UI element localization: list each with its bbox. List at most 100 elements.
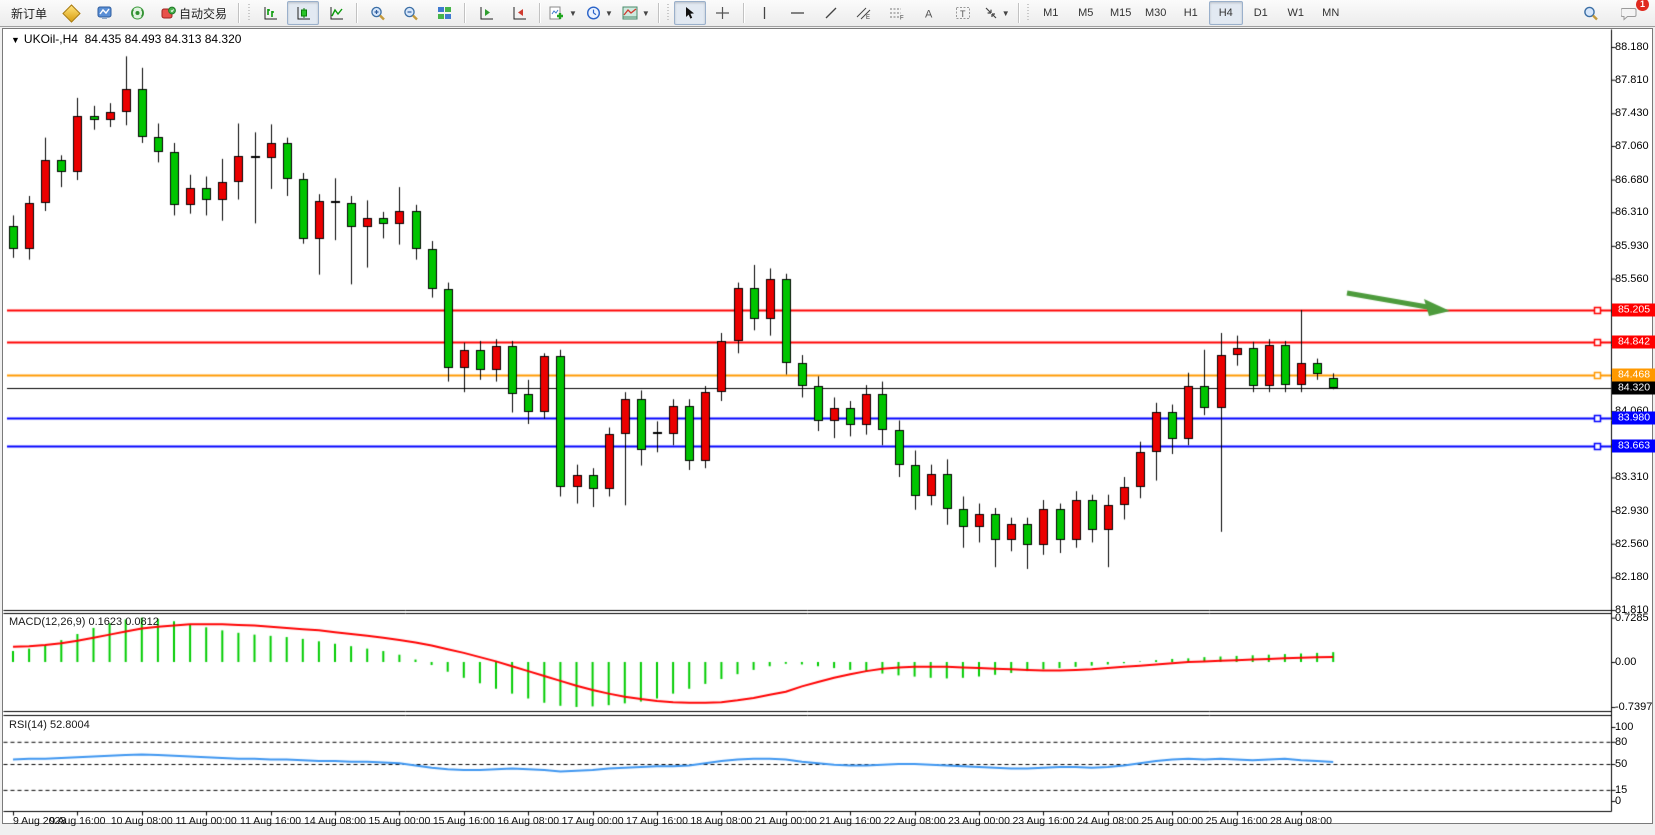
price-tick-label: 87.430: [1615, 107, 1649, 120]
zoom-in-icon: [370, 6, 386, 21]
current-price-price-tag: 84.320: [1612, 381, 1655, 395]
gold-ingot-icon: [61, 3, 81, 23]
crosshair-icon: [715, 6, 730, 20]
pivot-price-tag: 84.468: [1612, 368, 1655, 382]
time-axis-label: 14 Aug 08:00: [304, 815, 366, 827]
chat-bubble-icon: [1620, 6, 1638, 21]
time-axis-label: 15 Aug 00:00: [368, 815, 431, 827]
timeframe-m30-button[interactable]: M30: [1145, 7, 1167, 19]
notification-badge: 1: [1636, 0, 1649, 11]
timeframe-d1-button[interactable]: D1: [1253, 7, 1268, 19]
rsi-tick-label: 15: [1615, 783, 1628, 796]
chart-shift-icon: [512, 6, 527, 20]
trendline-tool-button[interactable]: [815, 1, 847, 25]
bar-chart-button[interactable]: [254, 1, 286, 25]
macd-tick-label: -0.7397: [1615, 701, 1653, 713]
time-axis-label: 16 Aug 08:00: [497, 815, 560, 827]
auto-trading-button[interactable]: 自动交易: [154, 1, 234, 25]
macd-indicator-label: MACD(12,26,9) 0.1623 0.0812: [9, 616, 159, 628]
line-chart-icon: [329, 6, 344, 20]
chevron-down-icon: ▼: [1001, 8, 1010, 18]
macd-main-value: 0.1623: [88, 616, 123, 628]
time-axis-label: 25 Aug 16:00: [1205, 815, 1268, 827]
rsi-tick-label: 50: [1615, 758, 1628, 770]
text-tool-button[interactable]: A: [914, 1, 946, 25]
notifications-button[interactable]: 1: [1613, 0, 1649, 25]
auto-trading-icon: [161, 6, 176, 20]
price-tick-label: 86.680: [1615, 173, 1649, 186]
timeframe-mn-button[interactable]: MN: [1322, 7, 1340, 19]
templates-button[interactable]: ▼: [618, 1, 654, 25]
resistance-price-tag: 84.842: [1612, 335, 1655, 349]
time-axis-label: 24 Aug 08:00: [1076, 815, 1139, 827]
time-axis-label: 18 Aug 08:00: [690, 815, 753, 827]
svg-text:E: E: [866, 15, 870, 20]
cursor-tool-button[interactable]: [673, 1, 706, 25]
horizontal-line-icon: [790, 6, 805, 20]
rsi-value: 52.8004: [49, 719, 90, 731]
periods-button[interactable]: ▼: [582, 1, 617, 25]
time-axis-label: 11 Aug 00:00: [175, 815, 237, 827]
time-axis-label: 21 Aug 16:00: [819, 815, 882, 827]
auto-scroll-icon: [479, 6, 494, 20]
signal-button[interactable]: [121, 1, 153, 25]
bar-chart-icon: [263, 6, 278, 20]
candlestick-chart-icon: [296, 6, 311, 20]
signal-icon: [130, 6, 145, 20]
search-button[interactable]: [1575, 1, 1607, 25]
zoom-out-icon: [403, 6, 419, 21]
price-tick-label: 82.560: [1615, 537, 1649, 550]
timeframe-h4-button[interactable]: H4: [1208, 1, 1243, 25]
horizontal-line-tool-button[interactable]: [782, 1, 814, 25]
candlestick-chart-button[interactable]: [287, 1, 320, 25]
crosshair-tool-button[interactable]: [707, 1, 739, 25]
arrows-tool-button[interactable]: ▼: [980, 1, 1014, 25]
tile-windows-button[interactable]: [428, 1, 460, 25]
timeframe-h1-button[interactable]: H1: [1183, 7, 1198, 19]
time-axis-label: 17 Aug 16:00: [626, 815, 688, 827]
price-tick-label: 87.060: [1615, 139, 1649, 152]
indicators-button[interactable]: ▼: [545, 1, 581, 25]
macd-tick-label: 0.7285: [1615, 611, 1649, 624]
gold-ingot-button[interactable]: [55, 1, 87, 25]
timeframe-m5-button[interactable]: M5: [1078, 7, 1094, 19]
trendline-icon: [824, 6, 838, 20]
templates-icon: [622, 6, 638, 20]
auto-scroll-button[interactable]: [470, 1, 502, 25]
resistance-price-tag: 85.205: [1612, 303, 1655, 317]
chevron-down-icon: ▼: [641, 8, 650, 18]
price-tick-label: 82.180: [1615, 571, 1649, 584]
vertical-line-icon: [759, 6, 770, 20]
text-icon: A: [923, 6, 936, 21]
text-label-tool-button[interactable]: T: [947, 1, 979, 25]
time-axis-label: 11 Aug 16:00: [240, 815, 302, 827]
timeframe-w1-button[interactable]: W1: [1287, 7, 1304, 19]
channel-tool-button[interactable]: E: [848, 1, 880, 25]
new-order-button[interactable]: 新订单: [11, 6, 48, 21]
zoom-out-button[interactable]: [395, 1, 427, 25]
chart-window: ▼ UKOil-,H4 84.435 84.493 84.313 84.320 M…: [2, 28, 1655, 827]
fibonacci-icon: F: [889, 6, 905, 22]
vertical-line-tool-button[interactable]: [749, 1, 781, 25]
price-tick-label: 87.810: [1615, 73, 1649, 86]
timeframe-m1-button[interactable]: M1: [1043, 7, 1059, 19]
time-axis-label: 21 Aug 00:00: [754, 815, 817, 827]
time-axis-label: 22 Aug 08:00: [883, 815, 946, 827]
line-chart-button[interactable]: [320, 1, 352, 25]
equidistant-channel-icon: E: [856, 6, 872, 21]
svg-text:F: F: [900, 16, 904, 21]
support-price-tag: 83.980: [1612, 411, 1655, 425]
search-icon: [1583, 6, 1599, 21]
rsi-tick-label: 80: [1615, 735, 1628, 748]
chart-dropdown-icon[interactable]: ▼: [11, 35, 20, 45]
fibonacci-tool-button[interactable]: F: [881, 1, 913, 25]
time-axis-label: 25 Aug 00:00: [1141, 815, 1204, 827]
chart-shift-button[interactable]: [503, 1, 535, 25]
time-axis-label: 23 Aug 00:00: [948, 815, 1010, 827]
price-chart-canvas[interactable]: [3, 29, 1652, 823]
clock-icon: [586, 6, 601, 20]
timeframe-m15-button[interactable]: M15: [1110, 7, 1132, 19]
market-chart-button[interactable]: [88, 1, 120, 25]
zoom-in-button[interactable]: [362, 1, 394, 25]
